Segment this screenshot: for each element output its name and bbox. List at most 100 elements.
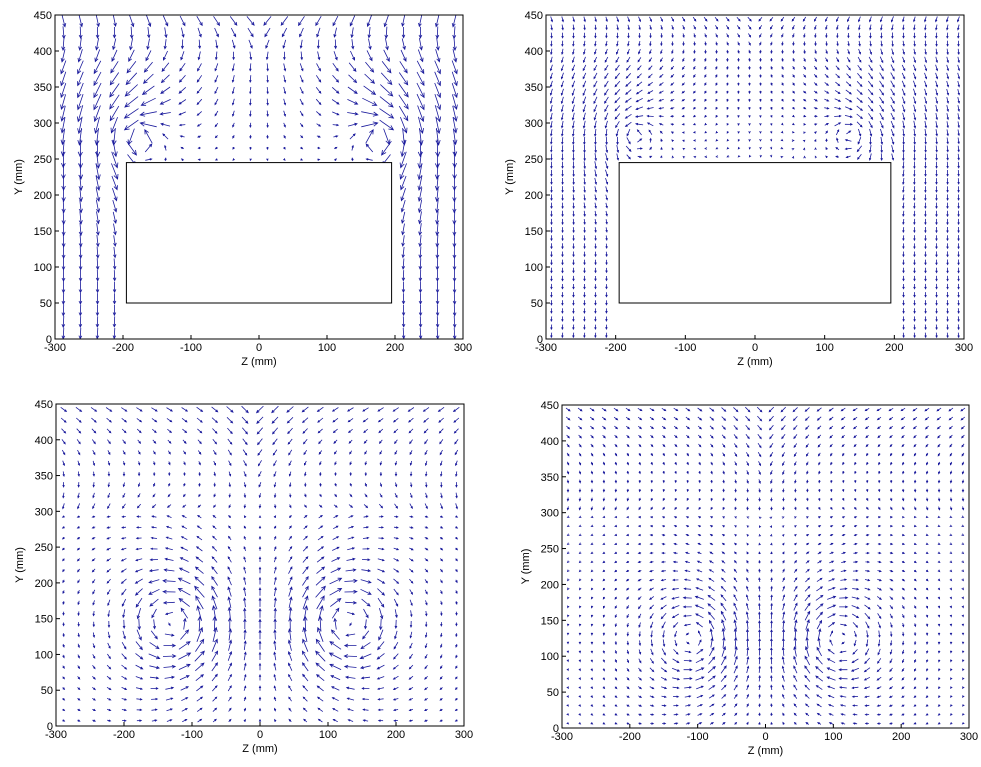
velocity-vector — [280, 16, 289, 26]
velocity-vector — [394, 471, 398, 477]
velocity-vector — [594, 251, 597, 258]
velocity-vector — [128, 49, 135, 63]
velocity-vector — [759, 66, 762, 71]
velocity-vector — [213, 16, 220, 27]
velocity-vector — [704, 41, 707, 47]
velocity-vector — [227, 650, 233, 661]
velocity-vector — [334, 493, 338, 498]
velocity-vector — [180, 686, 190, 691]
velocity-vector — [330, 567, 342, 573]
velocity-vector — [289, 504, 292, 509]
velocity-vector — [440, 579, 443, 584]
velocity-vector — [824, 115, 830, 118]
velocity-vector — [746, 470, 749, 476]
velocity-vector — [769, 424, 774, 431]
velocity-vector — [793, 594, 798, 602]
velocity-vector — [197, 27, 202, 38]
velocity-vector — [273, 576, 277, 585]
velocity-vector — [416, 60, 425, 75]
velocity-vector — [913, 32, 916, 39]
velocity-vector — [274, 707, 277, 712]
velocity-vector — [145, 158, 153, 161]
velocity-vector — [673, 542, 678, 546]
velocity-vector — [650, 443, 654, 448]
velocity-vector — [902, 275, 905, 282]
velocity-vector — [577, 416, 583, 421]
velocity-vector — [398, 94, 409, 110]
velocity-vector — [583, 194, 586, 202]
velocity-vector — [77, 579, 80, 584]
velocity-vector — [913, 96, 917, 105]
velocity-vector — [889, 640, 893, 647]
velocity-vector — [935, 16, 938, 23]
velocity-vector — [949, 497, 953, 502]
velocity-vector — [950, 686, 953, 690]
velocity-vector — [782, 551, 785, 555]
velocity-vector — [839, 605, 849, 609]
velocity-vector — [455, 515, 459, 518]
velocity-vector — [828, 704, 834, 707]
velocity-vector — [734, 452, 738, 457]
velocity-vector — [178, 74, 186, 83]
velocity-vector — [626, 640, 630, 646]
velocity-vector — [286, 406, 294, 413]
velocity-vector — [76, 547, 81, 551]
velocity-vector — [408, 719, 413, 722]
velocity-vector — [913, 443, 917, 448]
velocity-vector — [957, 161, 960, 169]
velocity-vector — [794, 533, 797, 537]
velocity-vector — [806, 461, 809, 466]
velocity-vector — [572, 235, 575, 242]
velocity-vector — [791, 16, 796, 22]
velocity-vector — [593, 56, 598, 63]
velocity-vector — [166, 719, 173, 722]
velocity-vector — [734, 542, 737, 546]
velocity-vector — [829, 560, 835, 564]
velocity-vector — [924, 283, 927, 290]
velocity-vector — [769, 461, 773, 467]
velocity-vector — [638, 695, 643, 698]
velocity-vector — [925, 641, 929, 646]
velocity-vector — [91, 547, 96, 551]
velocity-vector — [913, 251, 916, 258]
velocity-vector — [856, 89, 863, 96]
velocity-vector — [181, 515, 187, 519]
velocity-vector — [935, 275, 938, 282]
velocity-vector — [902, 169, 905, 178]
velocity-vector — [409, 439, 413, 445]
velocity-vector — [394, 515, 399, 518]
velocity-vector — [757, 433, 762, 440]
velocity-vector — [605, 16, 608, 23]
velocity-vector — [733, 665, 738, 674]
velocity-vector — [602, 479, 606, 484]
velocity-vector — [686, 497, 689, 502]
velocity-vector — [121, 698, 128, 701]
velocity-vector — [550, 275, 553, 282]
velocity-vector — [697, 416, 703, 421]
velocity-vector — [590, 560, 594, 564]
velocity-vector — [853, 551, 859, 555]
velocity-vector — [177, 577, 191, 585]
x-axis-label: Z (mm) — [242, 743, 277, 755]
velocity-vector — [61, 211, 66, 225]
velocity-vector — [660, 569, 666, 573]
velocity-vector — [122, 471, 126, 477]
velocity-vector — [847, 24, 850, 31]
velocity-vector — [949, 650, 953, 654]
velocity-vector — [182, 617, 187, 630]
velocity-vector — [304, 482, 307, 488]
velocity-vector — [146, 15, 152, 28]
velocity-vector — [902, 177, 905, 186]
velocity-vector — [249, 146, 252, 151]
velocity-vector — [850, 677, 859, 681]
velocity-vector — [962, 659, 965, 663]
velocity-vector — [901, 80, 906, 88]
velocity-vector — [332, 546, 340, 551]
velocity-vector — [440, 590, 443, 595]
velocity-vector — [638, 506, 641, 511]
velocity-vector — [824, 122, 830, 126]
velocity-vector — [163, 50, 168, 61]
velocity-vector — [758, 647, 761, 656]
velocity-vector — [949, 515, 953, 518]
velocity-vector — [770, 82, 773, 86]
